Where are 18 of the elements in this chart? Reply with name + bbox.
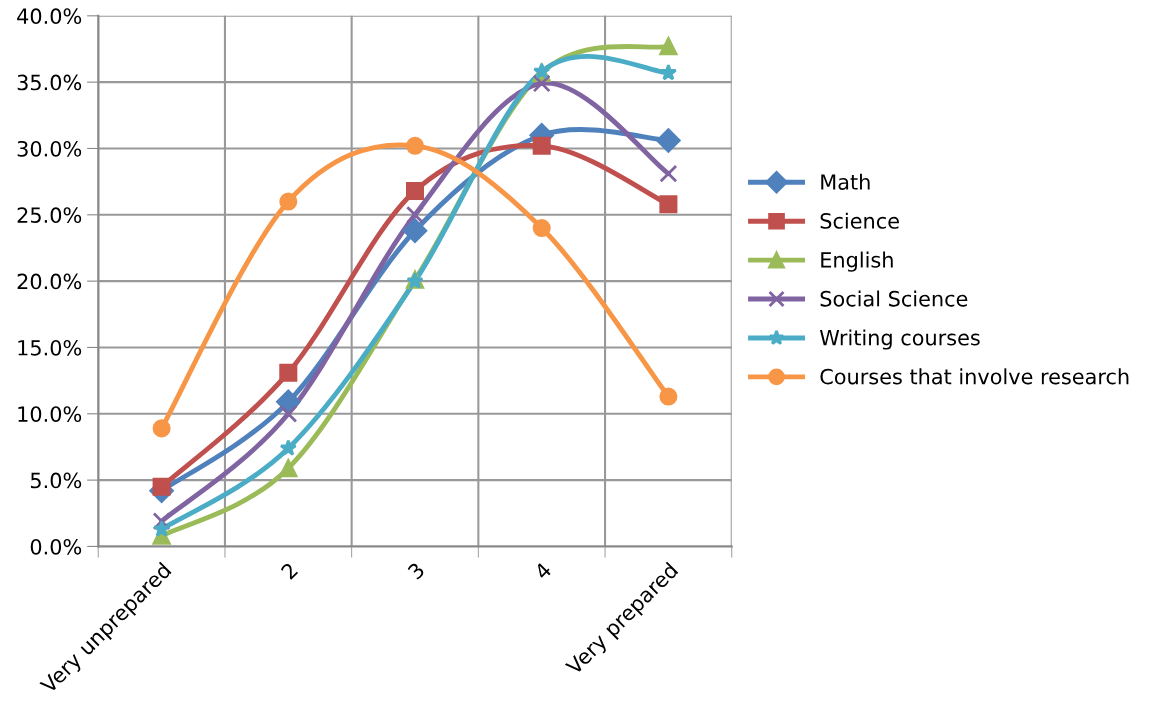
y-tick-label: 25.0% bbox=[17, 207, 82, 224]
y-tick-label: 15.0% bbox=[18, 339, 82, 356]
y-tick-label: 5.0% bbox=[30, 472, 82, 489]
legend-label: Social Science bbox=[820, 290, 968, 307]
y-tick-label: 35.0% bbox=[17, 74, 82, 91]
y-tick-label: 30.0% bbox=[17, 140, 82, 157]
y-tick-label: 10.0% bbox=[18, 406, 82, 422]
x-tick-label: 3 bbox=[407, 561, 426, 580]
legend-label: Science bbox=[820, 212, 899, 229]
legend-label: Math bbox=[821, 173, 870, 190]
legend-label: English bbox=[821, 251, 893, 272]
y-tick-label: 40.0% bbox=[17, 8, 82, 25]
x-tick-label: 4 bbox=[533, 561, 553, 581]
x-tick-label: 2 bbox=[280, 562, 299, 580]
legend-label: Courses that involve research bbox=[820, 368, 1129, 385]
legend-label: Writing courses bbox=[819, 329, 980, 350]
y-tick-label: 20.0% bbox=[17, 273, 82, 290]
y-tick-label: 0.0% bbox=[30, 538, 82, 555]
